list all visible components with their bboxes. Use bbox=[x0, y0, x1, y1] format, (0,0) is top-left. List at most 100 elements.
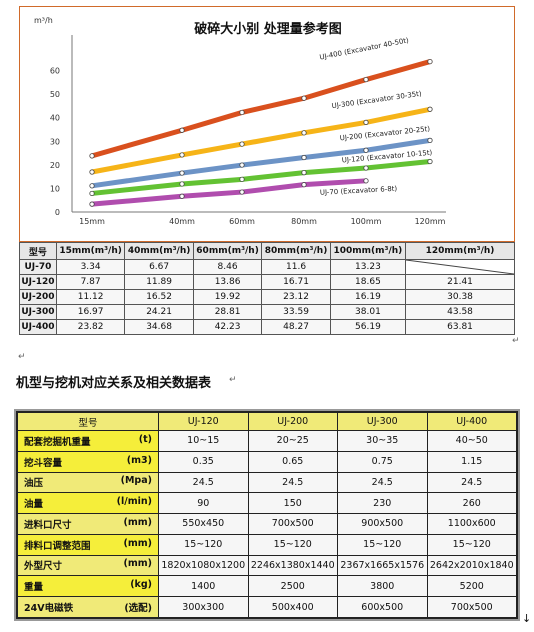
data-point bbox=[89, 190, 95, 197]
param-label: 外型尺寸 bbox=[24, 561, 63, 573]
data-point bbox=[427, 137, 433, 143]
param-label: 油量 bbox=[24, 499, 44, 511]
param-cell: (l/min) 油量 bbox=[18, 493, 158, 514]
paragraph-mark: ↓ bbox=[522, 612, 532, 625]
spec-value-cell: 15~120 bbox=[248, 534, 337, 555]
value-cell: 23.82 bbox=[55, 319, 126, 335]
y-tick-label: 10 bbox=[50, 184, 60, 193]
value-cell: 38.01 bbox=[329, 304, 407, 320]
data-point bbox=[239, 176, 245, 182]
y-tick-label: 40 bbox=[50, 114, 60, 123]
value-cell: 16.71 bbox=[261, 274, 331, 290]
spec-value-cell: 15~120 bbox=[427, 534, 516, 555]
spec-value-cell: 2500 bbox=[248, 576, 337, 597]
x-tick-label: 80mm bbox=[291, 217, 317, 226]
data-point bbox=[363, 147, 369, 153]
column-header: 120mm(m³/h) bbox=[405, 242, 515, 260]
spec-row: (Mpa) 油压 24.5 24.5 24.5 24.5 bbox=[18, 472, 516, 493]
y-tick-label: 0 bbox=[55, 208, 60, 217]
spec-row: (m3) 挖斗容量 0.35 0.65 0.75 1.15 bbox=[18, 451, 516, 472]
spec-value-cell: 230 bbox=[338, 493, 427, 514]
series-line bbox=[89, 159, 433, 196]
value-cell: 30.38 bbox=[405, 289, 515, 305]
model-cell: UJ-120 bbox=[19, 274, 57, 290]
throughput-chart: m³/h 破碎大小别 处理量参考图 0 10 20 30 40 50 60 15mm 40mm 60m… bbox=[19, 6, 515, 242]
param-unit: (mm) bbox=[123, 558, 152, 570]
param-unit: (选配) bbox=[124, 603, 152, 615]
chart-title: 破碎大小别 处理量参考图 bbox=[194, 21, 342, 37]
value-cell: 43.58 bbox=[405, 304, 515, 320]
param-label: 挖斗容量 bbox=[24, 457, 63, 469]
spec-value-cell: 24.5 bbox=[427, 472, 516, 493]
value-cell: 16.52 bbox=[124, 289, 194, 305]
table-row: UJ-120 7.87 11.89 13.86 16.71 18.65 21.41 bbox=[19, 274, 515, 290]
spec-value-cell: 2246x1380x1440 bbox=[248, 555, 337, 576]
data-point bbox=[301, 154, 307, 161]
value-cell: 16.97 bbox=[55, 304, 126, 320]
series-line bbox=[89, 59, 433, 159]
spec-value-cell: 550x450 bbox=[159, 514, 248, 534]
value-cell: 42.23 bbox=[192, 319, 263, 335]
data-point bbox=[363, 76, 369, 83]
spec-row: (选配) 24V电磁铁 300x300 500x400 600x500 700x500 bbox=[18, 597, 516, 617]
param-cell: (mm) 外型尺寸 bbox=[18, 555, 158, 576]
data-point bbox=[301, 130, 307, 136]
data-point bbox=[239, 109, 245, 116]
value-cell: 11.89 bbox=[124, 274, 194, 290]
column-header: UJ-400 bbox=[427, 413, 516, 430]
spec-value-cell: 24.5 bbox=[159, 472, 248, 493]
data-point bbox=[239, 141, 245, 147]
x-tick-label: 15mm bbox=[79, 217, 105, 226]
column-header: 40mm(m³/h) bbox=[124, 242, 194, 260]
x-tick-label: 60mm bbox=[229, 217, 255, 226]
column-header: UJ-300 bbox=[338, 413, 427, 430]
spec-value-cell: 1820x1080x1200 bbox=[159, 555, 248, 576]
value-cell: 7.87 bbox=[55, 274, 126, 290]
model-cell: UJ-400 bbox=[19, 319, 57, 335]
column-header: 15mm(m³/h) bbox=[55, 242, 126, 260]
data-point bbox=[301, 170, 307, 176]
value-cell: 28.81 bbox=[192, 304, 263, 320]
param-unit: (kg) bbox=[130, 579, 152, 591]
spec-value-cell: 15~120 bbox=[159, 534, 248, 555]
spec-table-header: 型号 UJ-120 UJ-200 UJ-300 UJ-400 bbox=[18, 413, 516, 430]
paragraph-mark: ↵ bbox=[18, 352, 26, 362]
param-label: 24V电磁铁 bbox=[24, 603, 74, 615]
param-label: 油压 bbox=[24, 478, 44, 490]
param-cell: (mm) 排料口调整范围 bbox=[18, 534, 158, 555]
data-point bbox=[239, 189, 245, 195]
data-point bbox=[301, 182, 307, 188]
spec-value-cell: 2367x1665x1576 bbox=[338, 555, 427, 576]
param-unit: (l/min) bbox=[116, 496, 152, 508]
data-point bbox=[89, 169, 95, 175]
param-label: 重量 bbox=[24, 582, 44, 594]
model-cell: UJ-200 bbox=[19, 289, 57, 305]
chart-canvas: m³/h 破碎大小别 处理量参考图 0 10 20 30 40 50 60 15mm 40mm 60m… bbox=[34, 16, 446, 226]
series-line bbox=[89, 137, 433, 189]
series-label: UJ-70 (Excavator 6-8t) bbox=[320, 185, 398, 197]
value-cell: 56.19 bbox=[329, 319, 407, 335]
series-label: UJ-300 (Excavator 30-35t) bbox=[331, 90, 422, 111]
column-header: 60mm(m³/h) bbox=[192, 242, 263, 260]
data-point bbox=[89, 153, 95, 159]
y-axis-label: m³/h bbox=[34, 16, 53, 25]
spec-value-cell: 0.65 bbox=[248, 451, 337, 472]
spec-value-cell: 300x300 bbox=[159, 597, 248, 617]
x-tick-label: 100mm bbox=[351, 217, 382, 226]
param-unit: (Mpa) bbox=[120, 475, 152, 487]
spec-value-cell: 150 bbox=[248, 493, 337, 514]
data-point bbox=[239, 162, 245, 168]
spec-row: (kg) 重量 1400 2500 3800 5200 bbox=[18, 576, 516, 597]
param-cell: (mm) 进料口尺寸 bbox=[18, 514, 158, 534]
column-header: UJ-200 bbox=[248, 413, 337, 430]
paragraph-mark: ↵ bbox=[229, 375, 237, 385]
spec-value-cell: 500x400 bbox=[248, 597, 337, 617]
column-header: UJ-120 bbox=[159, 413, 248, 430]
value-cell: 11.12 bbox=[55, 289, 126, 305]
column-header: 100mm(m³/h) bbox=[329, 242, 407, 260]
value-cell: 21.41 bbox=[405, 274, 515, 290]
value-cell: 34.68 bbox=[124, 319, 194, 335]
spec-table-frame: 型号 UJ-120 UJ-200 UJ-300 UJ-400 (t) 配套挖掘机重量 10~… bbox=[14, 409, 520, 621]
value-cell: 6.67 bbox=[124, 259, 194, 275]
param-cell: (Mpa) 油压 bbox=[18, 472, 158, 493]
